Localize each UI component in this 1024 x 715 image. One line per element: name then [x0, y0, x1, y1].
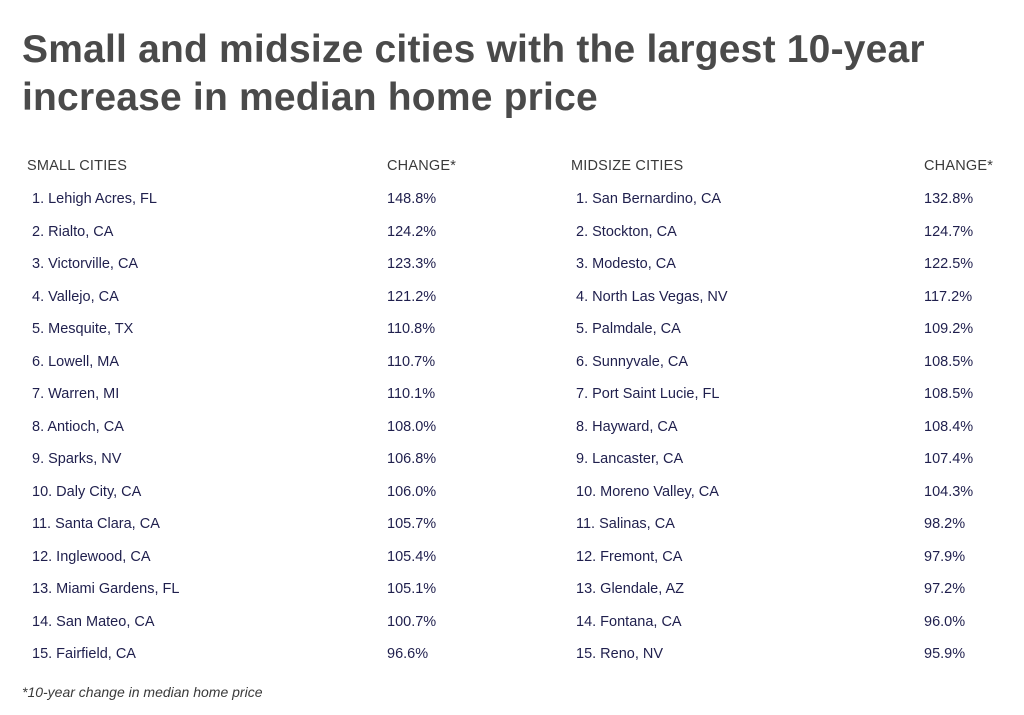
city-name: 14. San Mateo, CA	[32, 613, 155, 630]
table-row: 2. Rialto, CA 124.2%	[32, 216, 472, 249]
city-name: 5. Palmdale, CA	[576, 321, 681, 337]
table-row: 3. Modesto, CA 122.5%	[576, 248, 1016, 281]
city-name: 11. Salinas, CA	[576, 516, 675, 532]
change-value: 106.0%	[387, 483, 437, 500]
city-name: 15. Fairfield, CA	[32, 646, 136, 662]
footnote: *10-year change in median home price	[22, 684, 263, 700]
city-name: 1. Lehigh Acres, FL	[32, 191, 157, 207]
city-name: 7. Port Saint Lucie, FL	[576, 386, 720, 402]
city-name: 15. Reno, NV	[576, 646, 664, 662]
table-row: 9. Lancaster, CA 107.4%	[576, 443, 1016, 476]
table-row: 12. Inglewood, CA 105.4%	[32, 541, 472, 574]
city-name: 6. Lowell, MA	[32, 353, 120, 370]
small-cities-list: 1. Lehigh Acres, FL 148.8% 2. Rialto, CA 12…	[32, 183, 472, 671]
table-row: 6. Sunnyvale, CA 108.5%	[576, 346, 1016, 379]
change-value: 122.5%	[924, 256, 974, 272]
city-name: 11. Santa Clara, CA	[32, 516, 160, 532]
city-name: 5. Mesquite, TX	[32, 321, 134, 337]
change-value: 110.8%	[387, 321, 436, 337]
change-value: 123.3%	[387, 256, 437, 272]
table-row: 13. Glendale, AZ 97.2%	[576, 573, 1016, 606]
table-row: 10. Moreno Valley, CA 104.3%	[576, 476, 1016, 509]
table-row: 3. Victorville, CA 123.3%	[32, 248, 472, 281]
city-name: 8. Hayward, CA	[576, 418, 678, 435]
change-value: 96.6%	[387, 646, 429, 662]
city-name: 2. Rialto, CA	[32, 223, 114, 240]
change-value: 97.2%	[924, 581, 966, 597]
table-row: 14. Fontana, CA 96.0%	[576, 606, 1016, 639]
change-value: 121.2%	[387, 288, 437, 305]
change-value: 117.2%	[924, 288, 973, 305]
change-value: 97.9%	[924, 548, 966, 565]
change-value: 110.7%	[387, 353, 436, 370]
change-value: 108.0%	[387, 418, 437, 435]
midsize-cities-list: 1. San Bernardino, CA 132.8% 2. Stockton, …	[576, 183, 1016, 671]
table-row: 15. Reno, NV 95.9%	[576, 638, 1016, 671]
midsize-change-header: CHANGE*	[924, 158, 994, 174]
small-change-header: CHANGE*	[387, 158, 457, 174]
table-row: 5. Palmdale, CA 109.2%	[576, 313, 1016, 346]
table-row: 8. Hayward, CA 108.4%	[576, 411, 1016, 444]
small-cities-header: SMALL CITIES	[27, 158, 128, 174]
table-row: 13. Miami Gardens, FL 105.1%	[32, 573, 472, 606]
table-row: 8. Antioch, CA 108.0%	[32, 411, 472, 444]
table-row: 11. Salinas, CA 98.2%	[576, 508, 1016, 541]
city-name: 2. Stockton, CA	[576, 223, 677, 240]
change-value: 106.8%	[387, 451, 437, 467]
city-name: 8. Antioch, CA	[32, 418, 124, 435]
change-value: 148.8%	[387, 191, 437, 207]
table-row: 4. North Las Vegas, NV 117.2%	[576, 281, 1016, 314]
city-name: 3. Modesto, CA	[576, 256, 676, 272]
city-name: 7. Warren, MI	[32, 386, 120, 402]
city-name: 13. Glendale, AZ	[576, 581, 685, 597]
table-row: 15. Fairfield, CA 96.6%	[32, 638, 472, 671]
change-value: 107.4%	[924, 451, 974, 467]
table-row: 6. Lowell, MA 110.7%	[32, 346, 472, 379]
city-name: 9. Lancaster, CA	[576, 451, 684, 467]
city-name: 4. Vallejo, CA	[32, 288, 119, 305]
midsize-cities-header: MIDSIZE CITIES	[571, 158, 684, 174]
change-value: 108.5%	[924, 353, 974, 370]
change-value: 108.5%	[924, 386, 974, 402]
city-name: 1. San Bernardino, CA	[576, 191, 722, 207]
table-row: 9. Sparks, NV 106.8%	[32, 443, 472, 476]
change-value: 132.8%	[924, 191, 974, 207]
city-name: 6. Sunnyvale, CA	[576, 353, 689, 370]
table-row: 10. Daly City, CA 106.0%	[32, 476, 472, 509]
page-title: Small and midsize cities with the larges…	[22, 28, 925, 119]
city-name: 3. Victorville, CA	[32, 256, 139, 272]
table-row: 1. San Bernardino, CA 132.8%	[576, 183, 1016, 216]
change-value: 105.4%	[387, 548, 437, 565]
city-name: 9. Sparks, NV	[32, 451, 122, 467]
change-value: 110.1%	[387, 386, 436, 402]
table-row: 5. Mesquite, TX 110.8%	[32, 313, 472, 346]
city-name: 10. Moreno Valley, CA	[576, 483, 719, 500]
table-row: 1. Lehigh Acres, FL 148.8%	[32, 183, 472, 216]
city-name: 14. Fontana, CA	[576, 613, 682, 630]
change-value: 109.2%	[924, 321, 974, 337]
city-name: 12. Inglewood, CA	[32, 548, 151, 565]
change-value: 105.1%	[387, 581, 437, 597]
change-value: 124.7%	[924, 223, 974, 240]
city-name: 12. Fremont, CA	[576, 548, 683, 565]
change-value: 98.2%	[924, 516, 966, 532]
change-value: 105.7%	[387, 516, 437, 532]
table-row: 7. Warren, MI 110.1%	[32, 378, 472, 411]
change-value: 96.0%	[924, 613, 966, 630]
table-row: 7. Port Saint Lucie, FL 108.5%	[576, 378, 1016, 411]
change-value: 124.2%	[387, 223, 437, 240]
city-name: 4. North Las Vegas, NV	[576, 288, 728, 305]
change-value: 95.9%	[924, 646, 966, 662]
table-row: 2. Stockton, CA 124.7%	[576, 216, 1016, 249]
table-row: 4. Vallejo, CA 121.2%	[32, 281, 472, 314]
city-name: 13. Miami Gardens, FL	[32, 581, 180, 597]
table-row: 12. Fremont, CA 97.9%	[576, 541, 1016, 574]
change-value: 100.7%	[387, 613, 437, 630]
change-value: 104.3%	[924, 483, 974, 500]
table-row: 14. San Mateo, CA 100.7%	[32, 606, 472, 639]
change-value: 108.4%	[924, 418, 974, 435]
city-name: 10. Daly City, CA	[32, 483, 142, 500]
table-row: 11. Santa Clara, CA 105.7%	[32, 508, 472, 541]
